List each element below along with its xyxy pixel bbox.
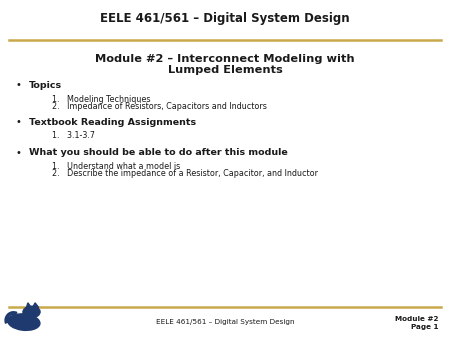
Text: Lumped Elements: Lumped Elements <box>167 65 283 75</box>
Ellipse shape <box>8 314 40 330</box>
Text: Module #2 – Interconnect Modeling with: Module #2 – Interconnect Modeling with <box>95 54 355 64</box>
Polygon shape <box>32 303 39 308</box>
Ellipse shape <box>23 306 40 318</box>
Text: Module #2: Module #2 <box>395 316 439 322</box>
Text: •: • <box>16 148 22 158</box>
Text: EELE 461/561 – Digital System Design: EELE 461/561 – Digital System Design <box>156 319 294 325</box>
Polygon shape <box>26 313 35 317</box>
Text: EELE 461/561 – Digital System Design: EELE 461/561 – Digital System Design <box>100 12 350 25</box>
Text: Page 1: Page 1 <box>411 324 439 330</box>
Text: Textbook Reading Assignments: Textbook Reading Assignments <box>29 118 196 127</box>
Text: •: • <box>16 117 22 127</box>
Text: Topics: Topics <box>29 81 63 90</box>
Text: 2.   Describe the impedance of a Resistor, Capacitor, and Inductor: 2. Describe the impedance of a Resistor,… <box>52 169 318 178</box>
Polygon shape <box>26 303 32 309</box>
Text: 1.   3.1-3.7: 1. 3.1-3.7 <box>52 131 95 140</box>
Text: •: • <box>16 80 22 90</box>
Text: 2.   Impedance of Resistors, Capacitors and Inductors: 2. Impedance of Resistors, Capacitors an… <box>52 102 266 111</box>
Text: 1.   Modeling Techniques: 1. Modeling Techniques <box>52 95 150 104</box>
Text: What you should be able to do after this module: What you should be able to do after this… <box>29 148 288 157</box>
Text: 1.   Understand what a model is: 1. Understand what a model is <box>52 162 180 171</box>
